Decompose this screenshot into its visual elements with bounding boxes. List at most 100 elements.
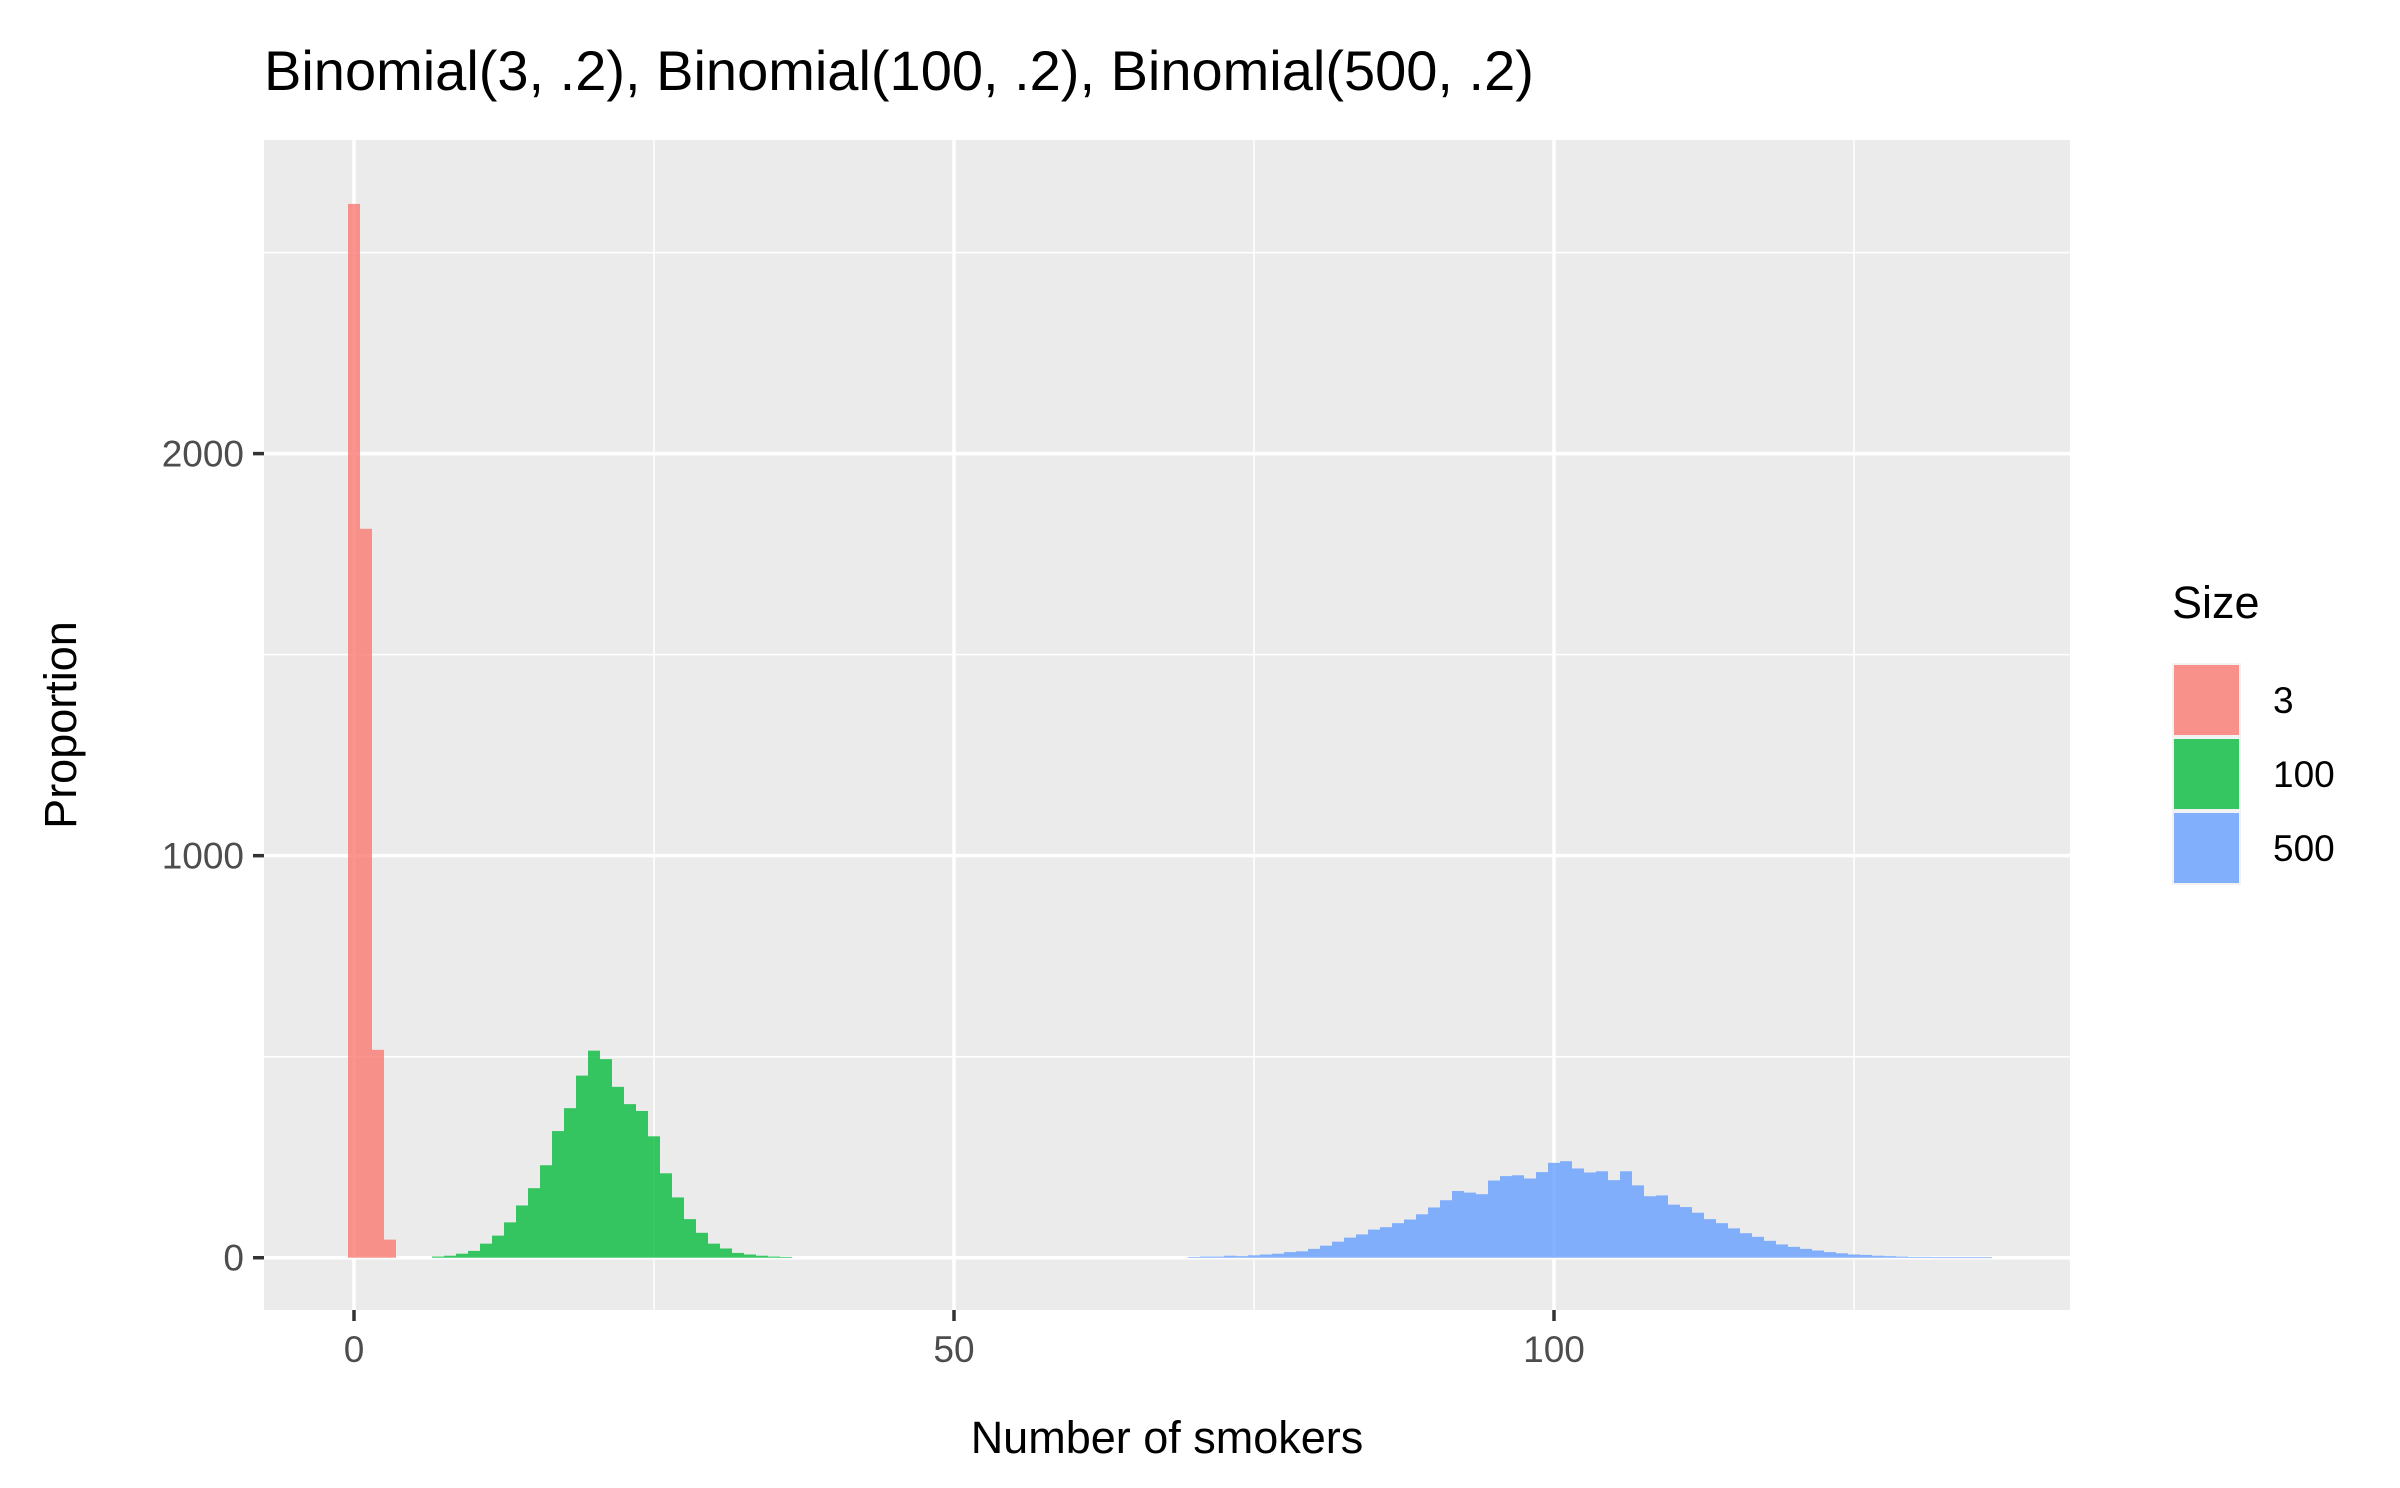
legend-title: Size: [2172, 577, 2260, 628]
bar-series-3: [360, 528, 372, 1258]
bar-series-500: [1464, 1192, 1476, 1258]
bar-series-3: [372, 1049, 384, 1258]
bar-series-500: [1704, 1219, 1716, 1258]
bar-series-500: [1764, 1240, 1776, 1258]
bar-series-500: [1476, 1194, 1488, 1258]
bar-series-100: [588, 1050, 600, 1258]
bar-series-500: [1500, 1176, 1512, 1258]
legend-label-100: 100: [2273, 754, 2335, 795]
bar-series-500: [1668, 1204, 1680, 1258]
y-tick-label: 2000: [162, 434, 244, 475]
bar-series-500: [1356, 1234, 1368, 1258]
bars-layer: [348, 203, 1992, 1259]
bar-series-100: [624, 1104, 636, 1258]
bar-series-100: [516, 1205, 528, 1258]
bar-series-500: [1284, 1252, 1296, 1258]
bar-series-500: [1536, 1172, 1548, 1258]
bar-series-500: [1620, 1171, 1632, 1258]
legend: Size 3 100 500: [2172, 577, 2335, 885]
bar-series-500: [1872, 1255, 1884, 1258]
bar-series-500: [1524, 1178, 1536, 1258]
bar-series-500: [1188, 1256, 1200, 1258]
bar-series-500: [1572, 1168, 1584, 1258]
bar-series-500: [1932, 1257, 1944, 1259]
bar-series-500: [1692, 1212, 1704, 1258]
x-tick-label: 100: [1523, 1329, 1585, 1370]
bar-series-500: [1968, 1257, 1980, 1259]
bar-series-500: [1452, 1190, 1464, 1258]
bar-series-500: [1272, 1253, 1284, 1258]
bar-series-100: [720, 1248, 732, 1258]
x-tick-label: 0: [344, 1329, 365, 1370]
bar-series-500: [1908, 1256, 1920, 1258]
bar-series-100: [528, 1188, 540, 1258]
bar-series-100: [708, 1243, 720, 1258]
y-tick-label: 0: [223, 1238, 244, 1279]
bar-series-500: [1512, 1175, 1524, 1258]
bar-series-500: [1728, 1228, 1740, 1258]
bar-series-100: [660, 1173, 672, 1258]
bar-series-100: [612, 1086, 624, 1258]
bar-series-500: [1404, 1219, 1416, 1258]
bar-series-500: [1920, 1256, 1932, 1258]
bar-series-500: [1836, 1253, 1848, 1258]
bar-series-100: [504, 1222, 516, 1258]
bar-series-100: [576, 1075, 588, 1258]
bar-series-3: [384, 1239, 396, 1258]
legend-swatch-500: [2174, 813, 2239, 883]
bar-series-100: [636, 1110, 648, 1258]
legend-swatch-100: [2174, 739, 2239, 809]
bar-series-100: [672, 1197, 684, 1258]
bar-series-100: [756, 1255, 768, 1258]
legend-label-3: 3: [2273, 680, 2294, 721]
bar-series-100: [780, 1256, 792, 1258]
bar-series-500: [1212, 1256, 1224, 1258]
bar-series-100: [540, 1165, 552, 1258]
bar-series-500: [1824, 1252, 1836, 1258]
bar-series-100: [468, 1250, 480, 1258]
bar-series-500: [1488, 1180, 1500, 1258]
bar-series-100: [456, 1253, 468, 1258]
bar-series-500: [1608, 1180, 1620, 1258]
bar-series-500: [1632, 1185, 1644, 1258]
bar-series-100: [480, 1243, 492, 1258]
bar-series-500: [1416, 1214, 1428, 1258]
bar-series-500: [1296, 1251, 1308, 1258]
bar-series-500: [1980, 1257, 1992, 1259]
bar-series-500: [1236, 1256, 1248, 1258]
legend-label-500: 500: [2273, 828, 2335, 869]
bar-series-500: [1896, 1256, 1908, 1258]
bar-series-500: [1644, 1196, 1656, 1258]
bar-series-500: [1332, 1241, 1344, 1258]
bar-series-500: [1560, 1161, 1572, 1258]
x-tick-label: 50: [933, 1329, 974, 1370]
bar-series-100: [444, 1255, 456, 1258]
legend-swatch-3: [2174, 665, 2239, 735]
y-tick-label: 1000: [162, 836, 244, 877]
bar-series-500: [1320, 1245, 1332, 1258]
bar-series-100: [696, 1232, 708, 1258]
bar-series-100: [432, 1256, 444, 1258]
bar-series-500: [1788, 1246, 1800, 1258]
x-axis-label: Number of smokers: [971, 1412, 1364, 1463]
bar-series-100: [744, 1254, 756, 1258]
bar-series-100: [492, 1235, 504, 1258]
bar-series-500: [1944, 1257, 1956, 1259]
bar-series-500: [1812, 1250, 1824, 1258]
bar-series-500: [1392, 1223, 1404, 1258]
bar-series-500: [1224, 1255, 1236, 1258]
bar-series-100: [732, 1252, 744, 1258]
bar-series-500: [1200, 1256, 1212, 1258]
y-axis-label: Proportion: [35, 621, 86, 829]
bar-series-500: [1716, 1223, 1728, 1258]
bar-series-500: [1344, 1237, 1356, 1258]
bar-series-500: [1656, 1195, 1668, 1258]
bar-series-500: [1740, 1233, 1752, 1258]
bar-series-100: [768, 1256, 780, 1258]
bar-series-500: [1380, 1227, 1392, 1258]
bar-series-100: [648, 1136, 660, 1258]
bar-series-100: [564, 1108, 576, 1258]
